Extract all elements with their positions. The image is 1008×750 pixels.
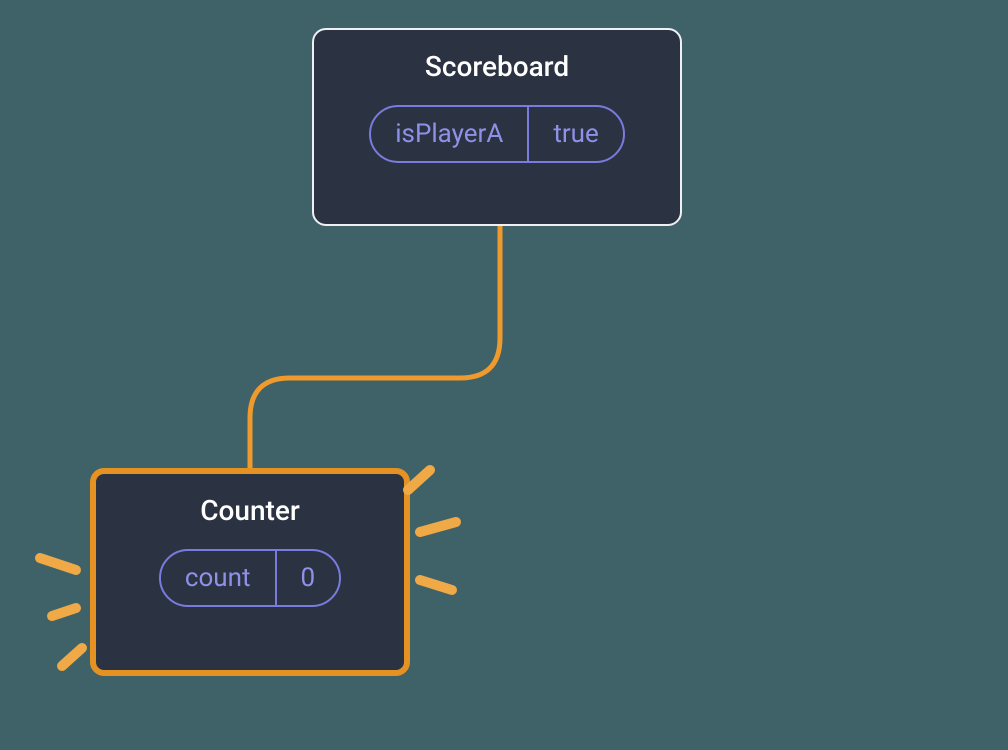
highlight-burst — [0, 0, 1008, 750]
burst-line — [40, 558, 76, 570]
burst-line — [62, 648, 82, 666]
burst-line — [420, 580, 452, 590]
burst-line — [420, 522, 456, 532]
burst-line — [408, 470, 430, 490]
diagram-canvas: Scoreboard isPlayerA true Counter count … — [0, 0, 1008, 750]
burst-line — [52, 608, 76, 616]
